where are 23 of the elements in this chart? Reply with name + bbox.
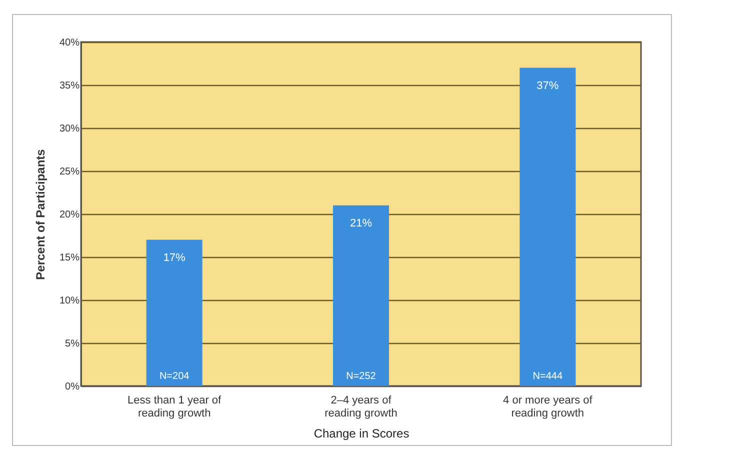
y-tick-label: 40% [59, 38, 80, 48]
bar [146, 240, 202, 386]
y-tick-label: 5% [65, 338, 80, 350]
y-tick-label: 30% [59, 124, 80, 134]
y-tick-label: 0% [65, 382, 80, 392]
annotation: N=444 [532, 371, 563, 382]
y-tick-label: 35% [59, 80, 80, 92]
x-tick-label: 4 or more years of reading growth [503, 394, 594, 420]
x-tick-label: 2–4 years of reading growth [324, 394, 398, 420]
y-tick-label: 15% [59, 252, 80, 264]
bar [333, 205, 389, 386]
annotation: N=252 [346, 371, 376, 382]
y-tick-label: 10% [59, 296, 80, 306]
data-label: 21% [350, 217, 372, 230]
y-tick-label: 20% [59, 210, 80, 220]
x-axis-title: Change in Scores [314, 426, 410, 440]
y-axis-title: Percent of Participants [33, 148, 48, 280]
bar [520, 68, 576, 386]
data-label: 37% [536, 80, 559, 92]
data-label: 17% [163, 252, 186, 264]
x-tick-label: Less than 1 year of reading growth [128, 394, 222, 420]
y-tick-label: 25% [59, 166, 80, 178]
annotation: N=204 [159, 371, 190, 382]
